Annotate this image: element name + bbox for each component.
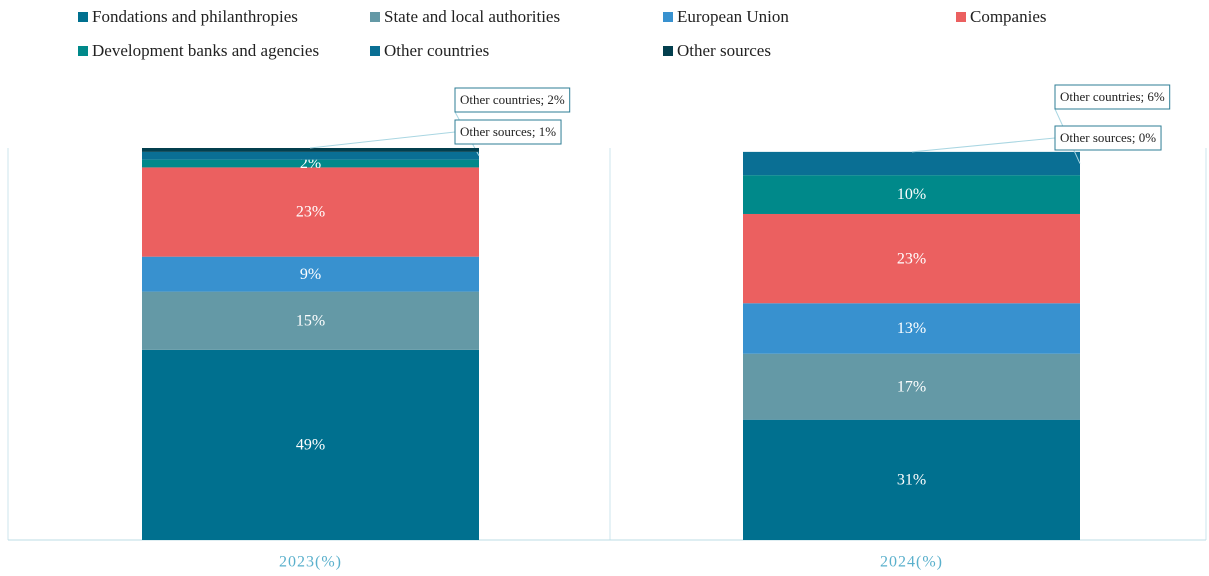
data-label: 10% bbox=[897, 186, 926, 203]
data-label: 9% bbox=[300, 266, 321, 283]
legend-swatch bbox=[78, 12, 88, 22]
x-tick-label: 2024(%) bbox=[880, 554, 943, 571]
legend-label: Companies bbox=[970, 7, 1047, 26]
legend-label: State and local authorities bbox=[384, 7, 560, 26]
legend-label: Other sources bbox=[677, 41, 771, 60]
callout-leader bbox=[309, 131, 456, 149]
data-label: Other sources; 0% bbox=[1060, 130, 1156, 145]
data-label: 15% bbox=[296, 312, 325, 329]
callout-box bbox=[1054, 125, 1162, 151]
legend-label: Fondations and philanthropies bbox=[92, 7, 298, 26]
data-label: 17% bbox=[897, 378, 926, 395]
bar-segment bbox=[743, 353, 1080, 420]
bar-segment bbox=[142, 167, 479, 257]
legend-label: Other countries bbox=[384, 41, 489, 60]
legend-label: Development banks and agencies bbox=[92, 41, 319, 60]
legend-swatch bbox=[370, 46, 380, 56]
bar-segment bbox=[142, 148, 479, 152]
legend-swatch bbox=[663, 46, 673, 56]
callout-box bbox=[454, 87, 571, 113]
data-label: Other countries; 2% bbox=[460, 92, 565, 107]
data-label: 13% bbox=[897, 320, 926, 337]
callout-box bbox=[1054, 84, 1171, 110]
bar-segment bbox=[142, 151, 479, 160]
data-label: 23% bbox=[296, 204, 325, 221]
callout-box bbox=[454, 119, 562, 145]
legend-swatch bbox=[370, 12, 380, 22]
data-label: 31% bbox=[897, 472, 926, 489]
data-label: Other sources; 1% bbox=[460, 124, 556, 139]
legend-swatch bbox=[663, 12, 673, 22]
legend-label: European Union bbox=[677, 7, 789, 26]
legend-swatch bbox=[78, 46, 88, 56]
bar-segment bbox=[743, 213, 1080, 304]
bar-segment bbox=[743, 419, 1080, 540]
x-tick-label: 2023(%) bbox=[279, 554, 342, 571]
bar-segment bbox=[142, 291, 479, 350]
bar-segment bbox=[743, 151, 1080, 176]
legend-swatch bbox=[956, 12, 966, 22]
bar-segment bbox=[743, 303, 1080, 354]
data-label: 23% bbox=[897, 250, 926, 267]
callout-leader bbox=[911, 137, 1056, 153]
bar-segment bbox=[142, 159, 479, 168]
bar-segment bbox=[142, 256, 479, 292]
data-label: Other countries; 6% bbox=[1060, 89, 1165, 104]
bar-segment bbox=[743, 175, 1080, 214]
data-label: 49% bbox=[296, 437, 325, 454]
bar-segment bbox=[142, 349, 479, 540]
